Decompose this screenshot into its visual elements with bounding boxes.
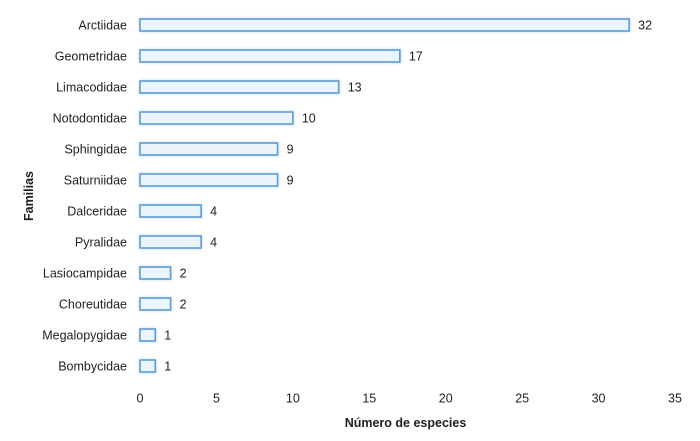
category-label: Bombycidae: [58, 360, 127, 374]
category-label: Lasiocampidae: [43, 267, 127, 281]
data-label: 17: [409, 50, 423, 64]
bar-arctiidae: [139, 18, 630, 32]
bar-notodontidae: [139, 111, 294, 125]
bar-sphingidae: [139, 142, 279, 156]
x-tick-label: 35: [668, 392, 682, 406]
data-label: 1: [164, 329, 171, 343]
data-label: 4: [210, 205, 217, 219]
category-label: Megalopygidae: [42, 329, 127, 343]
data-label: 32: [638, 19, 652, 33]
data-label: 9: [287, 174, 294, 188]
category-label: Pyralidae: [75, 236, 127, 250]
category-labels: Arctiidae Geometridae Limacodidae Notodonti…: [42, 19, 127, 374]
data-label: 1: [164, 360, 171, 374]
value-labels: 32 17 13 10 9 9 4 4 2 2 1 1: [164, 19, 652, 374]
bar-limacodidae: [139, 80, 340, 94]
bar-bombycidae: [139, 359, 157, 373]
x-tick-label: 30: [592, 392, 606, 406]
category-label: Arctiidae: [78, 19, 127, 33]
bar-lasiocampidae: [139, 266, 172, 280]
bar-choreutidae: [139, 297, 172, 311]
x-tick-label: 10: [286, 392, 300, 406]
x-tick-label: 5: [213, 392, 220, 406]
x-tick-label: 0: [137, 392, 144, 406]
x-tick-label: 20: [439, 392, 453, 406]
bar-megalopygidae: [139, 328, 157, 342]
category-label: Saturniidae: [64, 174, 127, 188]
x-tick-label: 15: [362, 392, 376, 406]
x-tick-label: 25: [515, 392, 529, 406]
category-label: Choreutidae: [59, 298, 127, 312]
bar-pyralidae: [139, 235, 202, 249]
category-label: Dalceridae: [67, 205, 127, 219]
x-axis-ticks: 0 5 10 15 20 25 30 35: [137, 392, 682, 406]
x-axis-title: Número de especies: [345, 416, 467, 430]
data-label: 13: [348, 81, 362, 95]
data-label: 2: [180, 298, 187, 312]
category-label: Geometridae: [55, 50, 127, 64]
data-label: 10: [302, 112, 316, 126]
data-label: 9: [287, 143, 294, 157]
bar-saturniidae: [139, 173, 279, 187]
bar-geometridae: [139, 49, 401, 63]
y-axis-title: Familias: [22, 171, 36, 221]
data-label: 4: [210, 236, 217, 250]
category-label: Sphingidae: [64, 143, 127, 157]
bar-dalceridae: [139, 204, 202, 218]
category-label: Notodontidae: [53, 112, 127, 126]
category-label: Limacodidae: [56, 81, 127, 95]
bars: [139, 18, 630, 373]
data-label: 2: [180, 267, 187, 281]
